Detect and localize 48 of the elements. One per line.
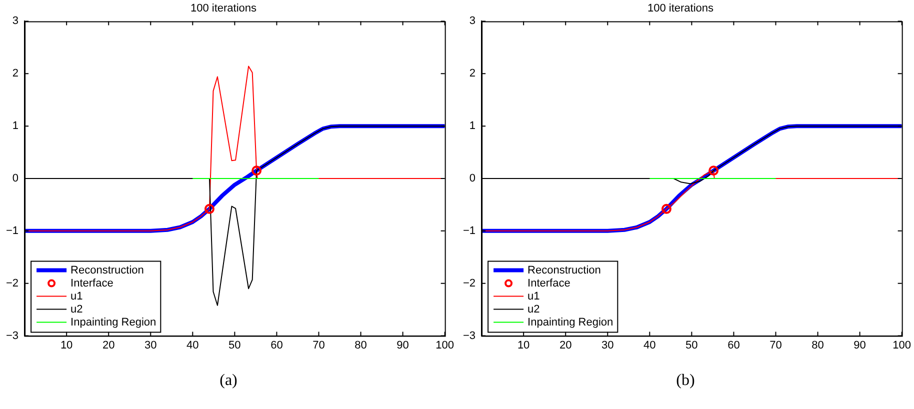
legend-label: Inpainting Region	[70, 316, 156, 328]
chart-title: 100 iterations	[647, 2, 714, 15]
y-tick-label: 3	[469, 15, 476, 28]
x-tick-label: 40	[186, 339, 199, 352]
text: (a)	[218, 372, 238, 390]
x-tick-label: 60	[270, 339, 283, 352]
legend-label: u2	[528, 303, 540, 316]
x-tick-label: 100	[892, 339, 912, 352]
x-tick-label: 80	[812, 339, 824, 352]
x-tick-label: 10	[60, 339, 73, 352]
y-tick-label: 0	[12, 172, 19, 185]
y-tick-label: −2	[462, 277, 476, 290]
y-tick-label: −1	[6, 224, 19, 237]
y-tick-label: −2	[6, 277, 19, 290]
x-tick-label: 30	[144, 339, 157, 352]
x-tick-label: 90	[854, 339, 866, 352]
x-tick-label: 20	[102, 339, 115, 352]
x-tick-label: 50	[686, 339, 698, 352]
x-tick-label: 100	[436, 339, 454, 352]
x-tick-label: 60	[728, 339, 740, 352]
x-tick-label: 80	[354, 339, 367, 352]
y-tick-label: 1	[12, 120, 19, 132]
y-tick-label: −3	[6, 330, 19, 342]
legend-label: Inpainting Region	[528, 316, 614, 328]
legend-label: u1	[528, 290, 540, 302]
x-tick-label: 90	[396, 339, 409, 352]
x-tick-label: 50	[228, 339, 241, 352]
x-tick-label: 30	[602, 339, 614, 352]
text: (b)	[675, 372, 696, 390]
y-tick-label: 2	[469, 68, 476, 80]
y-tick-label: 3	[12, 15, 19, 28]
legend-label: Interface	[528, 277, 570, 290]
chart-title: 100 iterations	[190, 2, 258, 15]
x-tick-label: 40	[644, 339, 656, 352]
x-tick-label: 70	[770, 339, 782, 352]
y-tick-label: −1	[462, 224, 476, 237]
legend-label: Interface	[70, 277, 114, 290]
legend-label: Reconstruction	[528, 264, 601, 276]
y-tick-label: −3	[462, 330, 476, 342]
x-tick-label: 20	[559, 339, 572, 352]
legend-label: u2	[70, 303, 83, 316]
y-tick-label: 2	[12, 68, 19, 80]
y-tick-label: 1	[469, 120, 476, 132]
legend-label: u1	[70, 290, 83, 302]
x-tick-label: 10	[517, 339, 530, 352]
legend-label: Reconstruction	[70, 264, 144, 276]
y-tick-label: 0	[469, 172, 476, 185]
x-tick-label: 70	[312, 339, 325, 352]
